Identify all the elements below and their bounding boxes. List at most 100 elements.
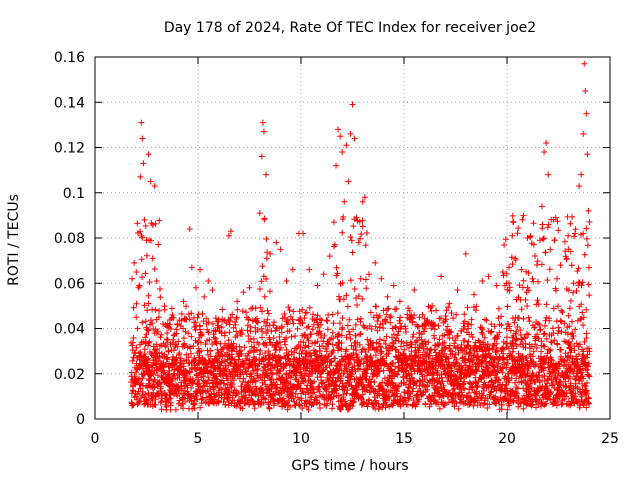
data-point <box>300 230 307 237</box>
y-axis-label: ROTI / TECUs <box>6 194 22 286</box>
chart-title: Day 178 of 2024, Rate Of TEC Index for r… <box>164 20 536 36</box>
y-tick-label: 0.08 <box>54 231 85 247</box>
data-point <box>289 266 296 273</box>
data-point <box>359 198 366 205</box>
data-point <box>170 336 177 343</box>
data-point <box>215 316 222 323</box>
data-point <box>506 264 513 271</box>
data-point <box>138 119 145 126</box>
data-point <box>347 130 354 137</box>
data-point <box>180 298 187 305</box>
y-tick-label: 0.14 <box>54 95 85 111</box>
data-point <box>485 273 492 280</box>
data-point <box>578 171 585 178</box>
data-point <box>153 277 160 284</box>
y-axis-ticks: 0 0.02 0.04 0.06 0.08 0.1 0.12 0.14 0.16 <box>54 50 610 428</box>
x-tick-label: 15 <box>395 431 413 447</box>
data-point <box>512 255 519 262</box>
data-point <box>545 171 552 178</box>
data-point <box>580 130 587 137</box>
data-point <box>585 207 592 214</box>
data-point <box>197 266 204 273</box>
y-tick-label: 0.06 <box>54 276 85 292</box>
data-point <box>240 289 247 296</box>
data-point <box>135 284 142 291</box>
data-point <box>131 259 138 266</box>
data-point <box>541 149 548 156</box>
data-point <box>333 162 340 169</box>
data-point <box>267 250 274 257</box>
data-point <box>372 259 379 266</box>
data-point <box>343 142 350 149</box>
data-point <box>259 119 266 126</box>
data-point <box>493 282 500 289</box>
data-point <box>563 255 570 262</box>
data-point <box>330 219 337 226</box>
data-point <box>345 178 352 185</box>
data-point <box>454 287 461 294</box>
x-tick-label: 20 <box>498 431 516 447</box>
data-point <box>582 87 589 94</box>
data-point <box>438 273 445 280</box>
data-point <box>143 237 150 244</box>
data-point <box>164 330 171 337</box>
data-point <box>139 135 146 142</box>
data-point <box>252 305 259 312</box>
data-point <box>390 282 397 289</box>
y-tick-label: 0.12 <box>54 141 85 157</box>
data-point <box>499 268 506 275</box>
data-point <box>260 128 267 135</box>
y-tick-label: 0.04 <box>54 322 85 338</box>
data-point <box>314 282 321 289</box>
grid-lines <box>95 57 610 419</box>
data-point <box>411 287 418 294</box>
y-tick-label: 0 <box>76 412 85 428</box>
y-tick-label: 0.02 <box>54 367 85 383</box>
x-axis-label: GPS time / hours <box>291 458 408 474</box>
data-point <box>256 210 263 217</box>
data-point <box>581 60 588 67</box>
data-point <box>543 139 550 146</box>
data-point <box>133 314 140 321</box>
data-point <box>530 241 537 248</box>
data-point <box>262 171 269 178</box>
y-tick-label: 0.1 <box>63 186 85 202</box>
roti-sample-cloud <box>128 212 593 413</box>
data-point <box>188 264 195 271</box>
data-point <box>273 239 280 246</box>
data-point <box>277 246 284 253</box>
data-point <box>551 237 558 244</box>
data-point <box>337 133 344 140</box>
data-point <box>174 320 181 327</box>
x-tick-label: 10 <box>292 431 310 447</box>
data-point <box>479 277 486 284</box>
data-point <box>419 311 426 318</box>
x-axis-ticks: 0 5 10 15 20 25 <box>91 57 619 447</box>
data-point <box>145 151 152 158</box>
data-point <box>258 153 265 160</box>
data-point <box>536 237 543 244</box>
data-point <box>365 271 372 278</box>
data-point <box>353 214 360 221</box>
data-point <box>384 293 391 300</box>
data-point <box>378 275 385 282</box>
data-point <box>326 253 333 260</box>
data-point <box>129 275 136 282</box>
data-point <box>151 182 158 189</box>
data-point <box>186 225 193 232</box>
data-point <box>141 216 148 223</box>
data-point <box>149 255 156 262</box>
data-point <box>567 248 574 255</box>
data-point <box>361 194 368 201</box>
data-point <box>583 110 590 117</box>
data-point <box>557 262 564 269</box>
data-point <box>339 149 346 156</box>
data-point <box>427 320 434 327</box>
data-point <box>576 182 583 189</box>
data-point <box>246 284 253 291</box>
data-point <box>205 277 212 284</box>
data-point <box>539 203 546 210</box>
data-point <box>320 271 327 278</box>
data-point <box>159 320 166 327</box>
